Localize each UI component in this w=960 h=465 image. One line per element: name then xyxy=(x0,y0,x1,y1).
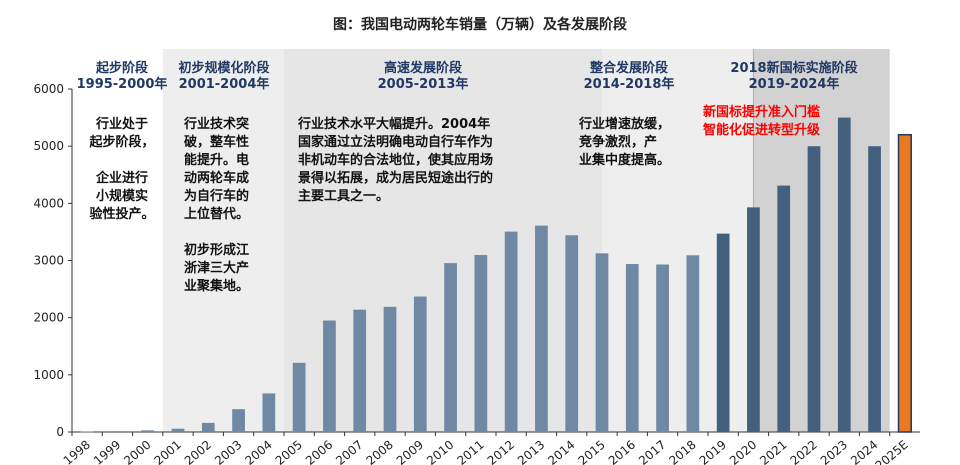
stage-3-name: 高速发展阶段 xyxy=(383,61,462,76)
bar-2003 xyxy=(232,409,245,432)
bar-2012 xyxy=(504,231,518,432)
x-tick-label-2017: 2017 xyxy=(636,438,668,465)
x-tick-label-2023: 2023 xyxy=(818,438,850,465)
stage-band-2 xyxy=(162,49,284,432)
stage-4-name: 整合发展阶段 xyxy=(589,61,668,76)
x-tick-label-2015: 2015 xyxy=(576,438,608,465)
bar-2015 xyxy=(595,253,609,432)
stage-1-desc: 行业处于 起步阶段， 企业进行 小规模实 验性投产。 xyxy=(89,117,155,222)
bar-2010 xyxy=(444,263,457,432)
x-tick-label-2025E: 2025E xyxy=(873,438,911,465)
bar-2016 xyxy=(625,264,639,432)
bar-2006 xyxy=(323,320,336,432)
stage-5-name: 2018新国标实施阶段 xyxy=(730,61,858,76)
x-tick-label-2001: 2001 xyxy=(152,438,184,465)
x-tick-label-2000: 2000 xyxy=(121,438,153,465)
bar-2002 xyxy=(201,422,215,432)
x-tick-label-2007: 2007 xyxy=(333,438,365,465)
stage-3-head: 高速发展阶段 2005-2013年 xyxy=(282,61,564,93)
x-tick-label-2019: 2019 xyxy=(697,438,729,465)
bar-2018 xyxy=(686,255,700,432)
bar-2019 xyxy=(716,233,730,432)
bar-2008 xyxy=(383,306,397,432)
bar-2000 xyxy=(141,430,155,432)
stage-2-name: 初步规模化阶段 xyxy=(178,61,270,76)
x-tick-label-2005: 2005 xyxy=(273,438,305,465)
x-tick-label-2014: 2014 xyxy=(545,438,577,465)
bar-2017 xyxy=(656,264,669,432)
bar-2007 xyxy=(353,309,367,432)
x-tick-label-2004: 2004 xyxy=(242,438,274,465)
bar-2009 xyxy=(413,296,427,432)
x-tick-label-2012: 2012 xyxy=(485,438,517,465)
x-tick-label-2006: 2006 xyxy=(303,438,335,465)
bar-2023 xyxy=(837,117,851,432)
y-tick-label-4: 4000 xyxy=(33,196,64,210)
y-tick-label-6: 6000 xyxy=(33,82,64,96)
stage-band-1 xyxy=(72,49,163,432)
stage-1-name: 起步阶段 xyxy=(95,61,148,76)
bar-2025E xyxy=(897,133,912,433)
x-tick-label-2020: 2020 xyxy=(727,438,759,465)
bar-2001 xyxy=(171,428,185,432)
stage-4-head: 整合发展阶段 2014-2018年 xyxy=(564,61,694,93)
x-tick-label-2021: 2021 xyxy=(757,438,789,465)
x-tick-label-2003: 2003 xyxy=(212,438,244,465)
bar-2013 xyxy=(535,225,548,432)
x-tick-label-2022: 2022 xyxy=(788,438,820,465)
x-tick-label-2013: 2013 xyxy=(515,438,547,465)
x-tick-label-1998: 1998 xyxy=(61,438,93,465)
y-tick-label-1: 1000 xyxy=(33,368,64,382)
bar-2020 xyxy=(747,207,760,432)
x-tick-label-2009: 2009 xyxy=(394,438,426,465)
x-tick-label-2018: 2018 xyxy=(666,438,698,465)
stage-2-period: 2001-2004年 xyxy=(178,77,270,92)
stage-4-period: 2014-2018年 xyxy=(583,77,675,92)
bar-2004 xyxy=(262,393,276,432)
y-tick-label-0: 0 xyxy=(56,425,64,439)
bar-2005 xyxy=(292,362,306,432)
stage-5-head: 2018新国标实施阶段 2019-2024年 xyxy=(694,61,894,93)
bar-2024 xyxy=(868,146,881,433)
stage-4-desc: 行业增速放缓， 竞争激烈，产 业集中度提高。 xyxy=(579,117,671,168)
x-tick-label-2008: 2008 xyxy=(364,438,396,465)
bar-1998 xyxy=(80,431,94,433)
x-tick-label-2016: 2016 xyxy=(606,438,638,465)
y-tick-label-3: 3000 xyxy=(33,254,64,268)
stage-3-period: 2005-2013年 xyxy=(377,77,469,92)
y-tick-label-5: 5000 xyxy=(33,139,64,153)
bar-1999 xyxy=(111,431,124,432)
y-tick-label-2: 2000 xyxy=(33,311,64,325)
stage-2-desc: 行业技术突 破，整车性 能提升。电 动两轮车成 为自行车的 上位替代。 初步形成… xyxy=(184,117,250,294)
chart-title: 图：我国电动两轮车销量（万辆）及各发展阶段 xyxy=(333,17,627,33)
x-tick-label-1999: 1999 xyxy=(91,438,123,465)
stage-1-head: 起步阶段 1995-2000年 xyxy=(72,61,172,93)
bar-2014 xyxy=(565,235,579,432)
stage-5-period: 2019-2024年 xyxy=(748,77,840,92)
x-tick-label-2002: 2002 xyxy=(182,438,214,465)
stage-5-desc: 新国标提升准入门槛 智能化促进转型升级 xyxy=(703,105,821,138)
bar-2022 xyxy=(807,146,821,433)
x-tick-label-2011: 2011 xyxy=(454,438,486,465)
bar-2021 xyxy=(777,185,791,432)
stage-2-head: 初步规模化阶段 2001-2004年 xyxy=(166,61,282,93)
stage-band-5 xyxy=(753,49,890,432)
stage-band-3 xyxy=(284,49,602,432)
bar-2011 xyxy=(474,255,488,432)
stage-3-desc: 行业技术水平大幅提升。2004年 国家通过立法明确电动自行车作为 非机动车的合法… xyxy=(298,117,494,204)
x-tick-label-2010: 2010 xyxy=(424,438,456,465)
stage-1-period: 1995-2000年 xyxy=(76,77,168,92)
